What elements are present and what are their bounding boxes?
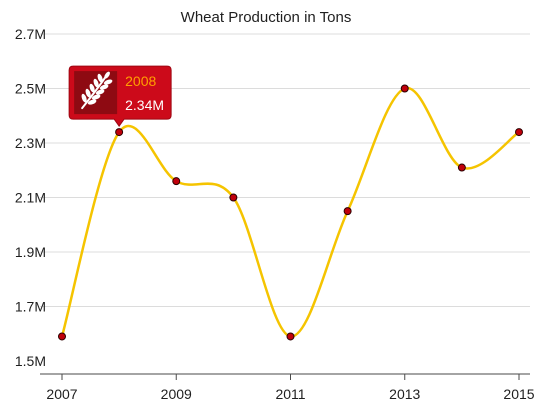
y-tick-label: 1.9M — [15, 244, 46, 260]
y-tick-label: 1.7M — [15, 299, 46, 315]
x-axis-tick-labels: 2007 2009 2011 2013 2015 — [46, 386, 534, 402]
data-tooltip: 2008 2.34M — [68, 65, 172, 127]
y-tick-label: 2.1M — [15, 190, 46, 206]
series-line — [60, 87, 521, 338]
chart-title: Wheat Production in Tons — [181, 9, 352, 26]
x-tick-label: 2011 — [275, 386, 305, 402]
y-tick-label: 2.5M — [15, 81, 46, 97]
y-axis-tick-labels: 1.5M 1.7M 1.9M 2.1M 2.3M 2.5M 2.7M — [15, 26, 46, 369]
data-point[interactable] — [229, 193, 238, 202]
data-point[interactable] — [286, 332, 295, 341]
series-layer — [60, 87, 521, 338]
y-tick-label: 2.3M — [15, 135, 46, 151]
data-point[interactable] — [58, 332, 66, 341]
data-point[interactable] — [172, 177, 181, 186]
data-point[interactable] — [400, 84, 409, 93]
tooltip-x-label: 2008 — [125, 73, 156, 89]
data-point[interactable] — [343, 207, 352, 216]
tooltip-icon-bg — [74, 71, 118, 115]
axes — [40, 373, 530, 380]
tooltip-value-label: 2.34M — [125, 97, 164, 113]
data-point[interactable] — [515, 128, 523, 137]
data-point[interactable] — [115, 128, 124, 137]
y-tick-label: 1.5M — [15, 353, 46, 369]
x-tick-label: 2013 — [389, 386, 420, 402]
data-point[interactable] — [457, 163, 466, 172]
y-tick-label: 2.7M — [15, 26, 46, 42]
wheat-icon — [81, 71, 113, 110]
data-point-markers — [58, 84, 523, 341]
x-tick-label: 2007 — [46, 386, 77, 402]
x-tick-label: 2015 — [503, 386, 534, 402]
x-tick-label: 2009 — [161, 386, 192, 402]
